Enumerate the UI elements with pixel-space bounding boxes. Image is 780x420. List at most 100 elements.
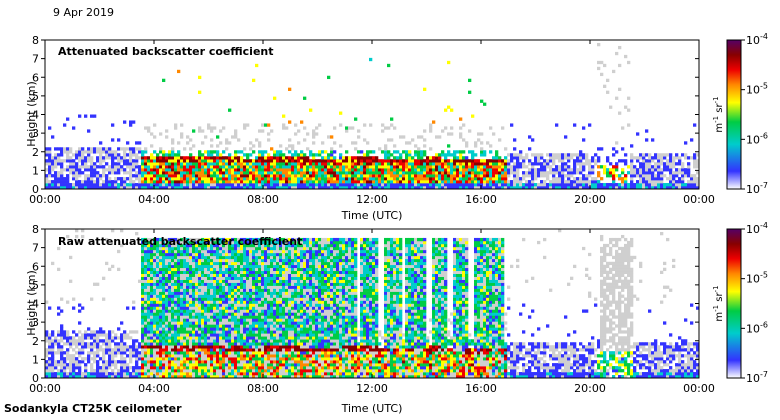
- heatmap-cell: [180, 294, 184, 298]
- heatmap-cell: [102, 363, 106, 367]
- heatmap-cell: [174, 294, 178, 298]
- heatmap-cell: [249, 318, 253, 322]
- heatmap-cell: [132, 366, 136, 370]
- heatmap-cell: [66, 339, 70, 343]
- heatmap-cell: [72, 366, 76, 370]
- heatmap-cell: [240, 339, 244, 343]
- heatmap-cell: [228, 255, 232, 260]
- heatmap-cell: [69, 183, 73, 187]
- heatmap-cell: [66, 156, 70, 160]
- heatmap-cell: [111, 372, 115, 376]
- heatmap-cell: [450, 177, 454, 181]
- heatmap-cell: [165, 330, 169, 334]
- heatmap-cell: [366, 141, 370, 145]
- heatmap-cell: [231, 162, 235, 166]
- heatmap-cell: [177, 240, 181, 245]
- heatmap-cell: [456, 183, 460, 187]
- heatmap-cell: [612, 69, 616, 74]
- heatmap-cell: [216, 345, 220, 349]
- heatmap-cell: [231, 279, 235, 283]
- heatmap-cell: [186, 315, 190, 319]
- heatmap-cell: [231, 327, 235, 331]
- heatmap-cell: [390, 123, 394, 127]
- heatmap-cell: [654, 162, 658, 166]
- heatmap-cell: [312, 183, 316, 187]
- heatmap-cell: [129, 366, 133, 370]
- heatmap-cell: [468, 129, 472, 133]
- heatmap-cell: [69, 162, 73, 166]
- heatmap-cell: [147, 327, 151, 331]
- heatmap-cell: [126, 363, 130, 367]
- heatmap-cell: [63, 177, 67, 181]
- heatmap-cell: [579, 186, 583, 189]
- heatmap-cell: [93, 354, 97, 358]
- heatmap-cell: [99, 165, 103, 169]
- heatmap-cell: [63, 369, 67, 373]
- heatmap-cell: [198, 309, 202, 313]
- heatmap-cell: [162, 282, 166, 286]
- heatmap-cell: [432, 156, 436, 160]
- heatmap-cell: [195, 336, 199, 340]
- heatmap-cell: [243, 174, 247, 178]
- heatmap-cell: [210, 363, 214, 367]
- heatmap-cell: [123, 345, 127, 349]
- heatmap-cell: [567, 159, 571, 163]
- heatmap-cell: [675, 162, 679, 166]
- heatmap-cell: [48, 336, 52, 340]
- heatmap-cell: [231, 306, 235, 310]
- heatmap-cell: [207, 261, 211, 266]
- heatmap-cell: [234, 246, 238, 251]
- heatmap-cell: [564, 162, 568, 166]
- heatmap-cell: [195, 237, 199, 242]
- heatmap-cell: [312, 177, 316, 181]
- heatmap-cell: [225, 162, 229, 166]
- heatmap-cell: [150, 255, 154, 260]
- heatmap-cell: [108, 342, 112, 346]
- heatmap-cell: [231, 300, 235, 304]
- heatmap-cell: [168, 351, 172, 355]
- heatmap-cell: [141, 267, 145, 272]
- heatmap-cell: [177, 258, 181, 263]
- heatmap-cell: [210, 150, 214, 154]
- heatmap-cell: [327, 135, 331, 139]
- heatmap-cell: [414, 159, 418, 163]
- heatmap-cell: [207, 303, 211, 307]
- heatmap-cell: [213, 321, 217, 325]
- heatmap-cell: [426, 174, 430, 178]
- heatmap-cell: [297, 153, 301, 157]
- heatmap-cell: [246, 333, 250, 337]
- heatmap-cell: [468, 174, 472, 178]
- heatmap-cell: [162, 351, 166, 355]
- heatmap-cell: [219, 312, 223, 316]
- heatmap-cell: [372, 174, 376, 178]
- heatmap-cell: [90, 336, 94, 340]
- heatmap-cell: [201, 321, 205, 325]
- heatmap-cell: [228, 291, 232, 295]
- heatmap-cell: [354, 156, 358, 160]
- heatmap-cell: [111, 165, 115, 169]
- heatmap-cell: [246, 276, 250, 280]
- heatmap-cell: [252, 297, 256, 301]
- heatmap-cell: [186, 261, 190, 266]
- heatmap-cell: [228, 240, 232, 245]
- heatmap-cell: [210, 237, 214, 242]
- heatmap-cell: [219, 156, 223, 160]
- heatmap-cell: [648, 159, 652, 163]
- heatmap-cell: [153, 375, 157, 378]
- heatmap-cell: [621, 168, 625, 172]
- heatmap-layer: [45, 42, 699, 189]
- heatmap-cell: [243, 303, 247, 307]
- heatmap-cell: [180, 291, 184, 295]
- heatmap-cell: [144, 297, 148, 301]
- heatmap-cell: [291, 174, 295, 178]
- heatmap-cell: [183, 255, 187, 260]
- heatmap-cell: [159, 303, 163, 307]
- heatmap-cell: [114, 168, 118, 172]
- heatmap-cell: [255, 369, 259, 373]
- heatmap-cell: [252, 240, 256, 245]
- heatmap-cell: [477, 177, 481, 181]
- heatmap-cell: [297, 159, 301, 163]
- heatmap-cell: [186, 342, 190, 346]
- heatmap-cell: [252, 360, 256, 364]
- heatmap-cell: [411, 177, 415, 181]
